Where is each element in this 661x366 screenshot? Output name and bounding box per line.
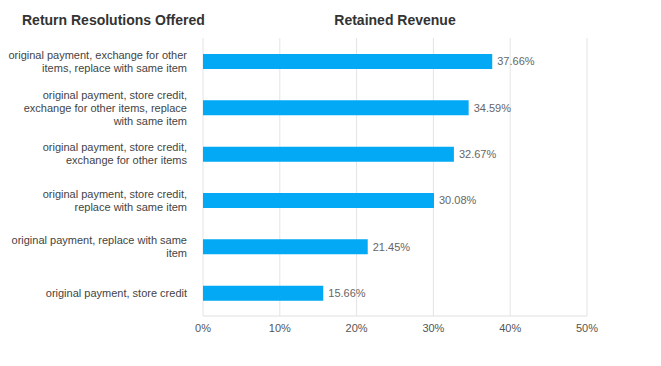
svg-text:15.66%: 15.66%: [328, 287, 366, 299]
svg-text:original payment, store credit: original payment, store credit,exchange …: [43, 141, 188, 166]
svg-text:50%: 50%: [576, 322, 598, 334]
svg-text:34.59%: 34.59%: [474, 102, 512, 114]
html-text:Return Resolutions Offered: Return Resolutions Offered: [22, 12, 205, 28]
svg-text:37.66%: 37.66%: [497, 55, 535, 67]
svg-text:0%: 0%: [195, 322, 211, 334]
html-text:Retained Revenue: Retained Revenue: [334, 12, 456, 28]
svg-text:original payment, store credit: original payment, store credit,replace w…: [43, 188, 187, 213]
svg-text:original payment, exchange for: original payment, exchange for otheritem…: [8, 49, 187, 74]
svg-text:original payment, store credit: original payment, store credit: [46, 287, 187, 299]
svg-text:40%: 40%: [499, 322, 521, 334]
svg-text:21.45%: 21.45%: [373, 241, 411, 253]
svg-text:10%: 10%: [269, 322, 291, 334]
svg-text:20%: 20%: [346, 322, 368, 334]
svg-text:original payment, store credit: original payment, store credit,exchange …: [24, 89, 187, 127]
svg-text:original payment, replace with: original payment, replace with sameitem: [12, 234, 187, 259]
svg-text:30%: 30%: [422, 322, 444, 334]
svg-text:30.08%: 30.08%: [439, 194, 477, 206]
svg-text:32.67%: 32.67%: [459, 148, 497, 160]
